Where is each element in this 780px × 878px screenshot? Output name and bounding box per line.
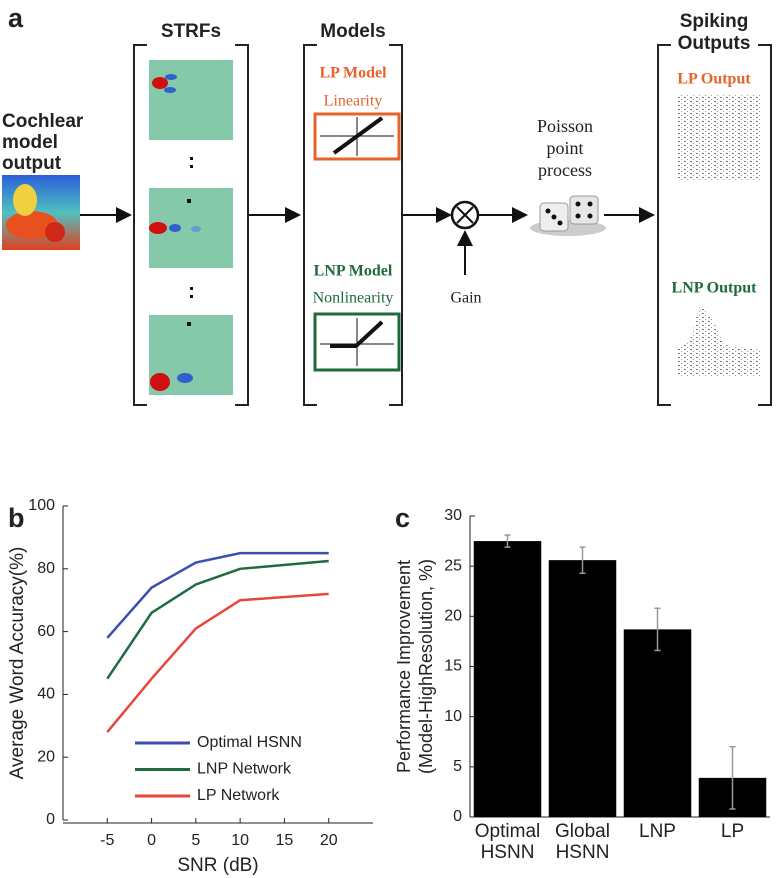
- legend-label: LP Network: [197, 787, 280, 804]
- panel-label: b: [8, 503, 25, 533]
- y-tick-label: 60: [37, 623, 55, 640]
- y-tick-label: 100: [28, 497, 55, 514]
- y-tick-label: 5: [453, 758, 462, 775]
- x-tick-label: 5: [191, 832, 200, 849]
- poisson-label: point: [546, 138, 583, 158]
- lp-output-label: LP Output: [677, 71, 751, 88]
- y-tick-label: 0: [453, 808, 462, 825]
- y-tick-label: 10: [444, 708, 462, 725]
- dice: [530, 195, 606, 236]
- panel-label: a: [8, 3, 24, 33]
- lp-raster: [676, 95, 760, 180]
- error-bar: [579, 546, 586, 574]
- y-tick-label: 80: [37, 560, 55, 577]
- bracket: [657, 44, 772, 406]
- series-line: [106, 551, 329, 639]
- bar: [623, 629, 692, 817]
- linear-icon: [313, 112, 401, 161]
- y-axis-label: (Model-HighResolution, %): [416, 559, 436, 774]
- x-tick-label: Global HSNN: [555, 821, 610, 863]
- x-tick-label: 10: [231, 832, 249, 849]
- strfs-title: STRFs: [161, 21, 221, 42]
- gain-label: Gain: [450, 290, 481, 307]
- input-label-line: model: [2, 132, 58, 153]
- nonlinear-icon: [313, 312, 401, 372]
- x-tick-label: LP: [720, 821, 745, 842]
- bracket: [303, 44, 403, 406]
- lp-model: LP Model: [319, 65, 387, 82]
- input-label-line: Cochlear: [2, 111, 84, 132]
- poisson-label: Poisson: [537, 116, 593, 136]
- legend-label: Optimal HSNN: [197, 734, 302, 751]
- x-tick-label: 15: [276, 832, 294, 849]
- multiplier: [450, 200, 480, 230]
- lnp-model: LNP Model: [314, 263, 393, 280]
- x-tick-label: 0: [147, 832, 156, 849]
- lnp-function: Nonlinearity: [313, 290, 394, 307]
- outputs-title: Spiking: [680, 11, 749, 32]
- bar: [548, 560, 617, 817]
- legend-label: LNP Network: [197, 761, 292, 778]
- y-tick-label: 0: [46, 811, 55, 828]
- error-bar: [729, 746, 736, 810]
- x-tick-label: -5: [100, 832, 114, 849]
- lp-function: Linearity: [324, 93, 383, 110]
- y-tick-label: 15: [444, 658, 462, 675]
- series-line: [106, 592, 329, 733]
- y-tick-label: 30: [444, 507, 462, 524]
- x-axis-label: SNR (dB): [177, 855, 258, 876]
- y-tick-label: 20: [37, 748, 55, 765]
- y-axis-label: Performance Improvement: [394, 560, 414, 773]
- y-tick-label: 20: [444, 608, 462, 625]
- bracket: [133, 44, 249, 406]
- x-tick-label: Optimal HSNN: [474, 821, 541, 863]
- y-tick-label: 40: [37, 686, 55, 703]
- input-label-line: output: [2, 153, 62, 174]
- spectrogram: [2, 175, 80, 250]
- y-axis-label: Average Word Accuracy(%): [7, 547, 28, 780]
- error-bar: [654, 607, 661, 652]
- models-title: Models: [320, 21, 385, 42]
- x-tick-label: 20: [320, 832, 338, 849]
- bar: [473, 541, 542, 817]
- outputs-title: Outputs: [678, 33, 751, 54]
- error-bar: [504, 534, 511, 548]
- strf-maps: [149, 60, 233, 395]
- poisson-label: process: [538, 160, 592, 180]
- series-line: [106, 559, 329, 680]
- lnp-output-label: LNP Output: [672, 280, 758, 297]
- x-tick-label: LNP: [639, 821, 676, 842]
- y-tick-label: 25: [444, 557, 462, 574]
- panel-label: c: [395, 503, 410, 533]
- input-label: Cochlear model output: [2, 111, 84, 174]
- lnp-raster: [676, 305, 760, 376]
